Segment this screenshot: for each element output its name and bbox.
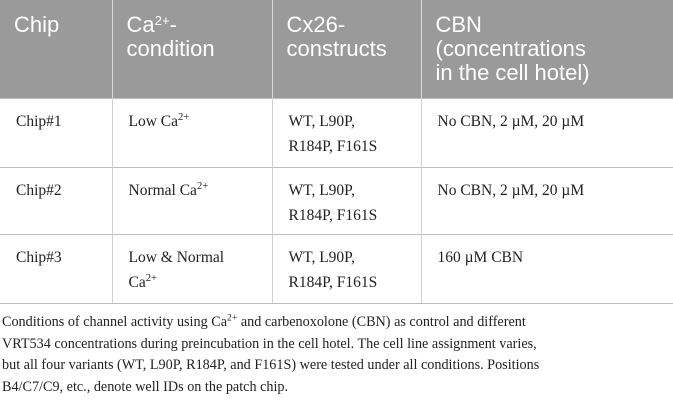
- table-caption: Conditions of channel activity using Ca2…: [2, 312, 540, 395]
- header-cx26-constructs: Cx26- constructs: [271, 0, 421, 98]
- header-row: Chip Ca2+- condition Cx26- constructs CB…: [0, 0, 673, 98]
- table-row: Chip#2 Normal Ca2+ WT, L90P, R184P, F161…: [0, 166, 673, 234]
- cell-chip: Chip#2: [0, 166, 112, 234]
- cell-cbn: No CBN, 2 µM, 20 µM: [420, 166, 673, 234]
- cell-condition: Normal Ca2+: [111, 166, 272, 234]
- cell-condition: Low & Normal Ca2+: [111, 233, 272, 304]
- table-body: Chip#1 Low Ca2+ WT, L90P, R184P, F161S N…: [0, 97, 673, 304]
- cell-chip: Chip#1: [0, 97, 112, 167]
- cell-cbn: No CBN, 2 µM, 20 µM: [420, 97, 673, 167]
- cell-constructs: WT, L90P, R184P, F161S: [271, 97, 421, 167]
- conditions-table: Chip Ca2+- condition Cx26- constructs CB…: [0, 0, 673, 304]
- table-row: Chip#3 Low & Normal Ca2+ WT, L90P, R184P…: [0, 233, 673, 304]
- header-ca-condition: Ca2+- condition: [111, 0, 272, 98]
- header-chip: Chip: [14, 12, 60, 37]
- header-cbn: CBN (concentrations in the cell hotel): [420, 0, 673, 98]
- table-header: Chip Ca2+- condition Cx26- constructs CB…: [0, 0, 673, 98]
- table-row: Chip#1 Low Ca2+ WT, L90P, R184P, F161S N…: [0, 97, 673, 167]
- cell-cbn: 160 µM CBN: [420, 233, 673, 304]
- cell-condition: Low Ca2+: [111, 97, 272, 167]
- cell-chip: Chip#3: [0, 233, 112, 304]
- cell-constructs: WT, L90P, R184P, F161S: [271, 233, 421, 304]
- cell-constructs: WT, L90P, R184P, F161S: [271, 166, 421, 234]
